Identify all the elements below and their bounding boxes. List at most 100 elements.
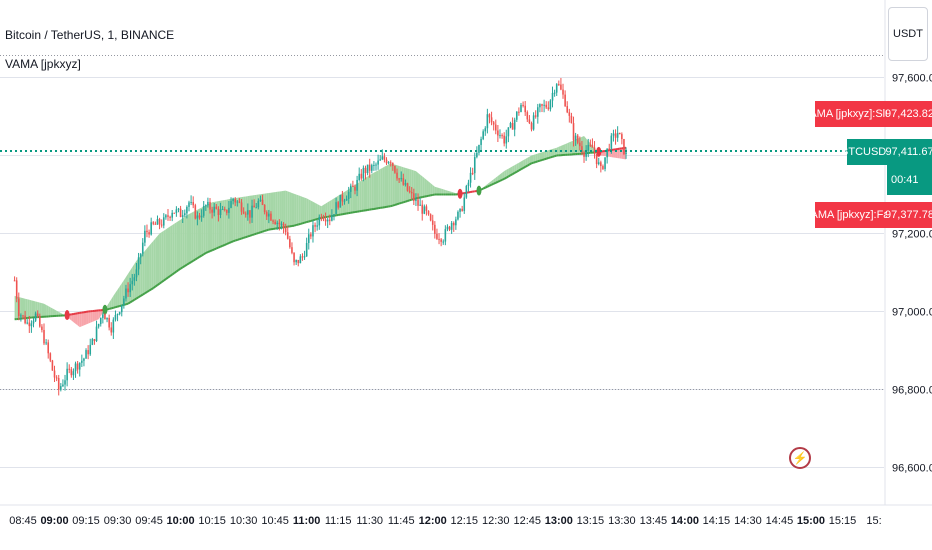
candle-body [387, 162, 390, 164]
candle-body [518, 111, 520, 113]
candle-body [133, 277, 136, 281]
candle-body [385, 159, 388, 164]
candle-body [545, 104, 548, 108]
candle-body [85, 350, 87, 359]
candle-body [17, 298, 20, 317]
vama-cloud-segment [544, 150, 547, 160]
candle-body [362, 167, 365, 179]
lightning-icon[interactable]: ⚡ [789, 447, 811, 469]
vama-slow-line [409, 198, 413, 202]
candle-body [135, 269, 138, 278]
candle-body [501, 135, 503, 137]
last-price-tag: 97,411.67 [885, 139, 932, 165]
vama-slow-line [495, 180, 499, 184]
vama-cloud-segment [29, 299, 32, 318]
price-axis[interactable]: 96,600.00 96,800.00 97,000.00 97,200.00 97,4… [884, 0, 932, 505]
vama-cloud-segment [376, 170, 379, 209]
vama-slow-line [554, 154, 558, 158]
candle-body [205, 205, 207, 207]
vama-slow-line [253, 232, 257, 236]
candle-body [228, 207, 230, 213]
candle-body [484, 128, 487, 132]
time-tick-label: 11:30 [356, 515, 383, 527]
vama-cloud-segment [180, 218, 183, 269]
vama-cloud-segment [371, 172, 374, 210]
indicator-legend[interactable]: VAMA [jpkxyz] [5, 57, 81, 71]
vama-slow-line [403, 200, 406, 204]
vama-cloud-segment [231, 198, 234, 243]
vama-cloud-segment [327, 201, 330, 217]
vama-cloud-segment [144, 248, 147, 294]
candle-body [307, 234, 310, 244]
candle-body [497, 130, 499, 136]
vama-cloud-segment [617, 148, 620, 159]
vama-cloud-segment [516, 162, 519, 172]
time-axis[interactable]: 08:45 09:00 09:15 09:30 09:45 10:00 10:15 10:30… [0, 504, 932, 527]
candle-body [587, 144, 590, 151]
vama-cloud-segment [130, 267, 133, 303]
candle-body [604, 157, 606, 169]
candle-body [123, 298, 125, 305]
candle-body [129, 284, 131, 293]
vama-cloud-segment [304, 197, 307, 223]
candle-body [158, 219, 161, 225]
candle-body [51, 360, 54, 371]
candle-body [358, 173, 360, 180]
candle-body [91, 339, 94, 345]
vama-cloud-segment [96, 310, 99, 321]
vama-slow-line [503, 176, 507, 180]
vama-cloud-segment [277, 191, 280, 229]
candle-body [396, 172, 398, 179]
candle-body [108, 317, 110, 328]
candle-body [375, 164, 377, 166]
candle-body [515, 111, 518, 120]
candle-body [301, 256, 304, 258]
vama-cloud-segment [71, 313, 74, 323]
vama-slow-line [531, 161, 534, 165]
candle-body [15, 280, 18, 299]
vama-cloud-segment [289, 192, 292, 227]
candle-body [379, 159, 382, 161]
vama-slow-line [115, 305, 118, 309]
vama-cloud-segment [352, 184, 355, 213]
candle-body [446, 226, 449, 230]
time-tick-label: 13:15 [577, 515, 605, 527]
vama-cloud-segment [602, 150, 606, 157]
vama-cloud-segment [86, 311, 89, 325]
candle-body [616, 132, 619, 138]
vama-cloud-segment [308, 199, 311, 222]
vama-cloud-segment [193, 210, 196, 261]
vama-cloud [14, 136, 627, 328]
candle-body [585, 150, 587, 157]
candle-body [543, 104, 545, 106]
vama-cloud-segment [14, 295, 17, 320]
vama-cloud-segment [132, 264, 135, 302]
candle-body [568, 112, 571, 116]
vama-cloud-segment [552, 148, 555, 157]
vama-cloud-segment [523, 159, 526, 169]
chart-title[interactable]: Bitcoin / TetherUS, 1, BINANCE [5, 28, 175, 42]
candle-body [177, 208, 180, 210]
vama-slow-line [203, 252, 207, 256]
vama-slow-line [218, 245, 221, 249]
candle-body [183, 213, 186, 216]
candle-body [127, 288, 129, 293]
vama-cloud-segment [367, 175, 370, 210]
price-tick-label: 97,600.00 [892, 73, 932, 85]
candle-body [156, 219, 159, 225]
time-tick-label: 09:00 [40, 515, 68, 527]
vama-slow-line [518, 168, 522, 172]
candle-body [505, 136, 508, 144]
candle-body [560, 84, 562, 90]
vama-slow-line [192, 258, 196, 262]
candle-body [541, 104, 543, 106]
currency-button[interactable]: USDT [888, 7, 928, 61]
vama-cloud-segment [222, 199, 225, 246]
vama-slow-line [241, 236, 244, 240]
candle-body [558, 84, 560, 86]
vama-slow-value-tag: 97,423.82 [885, 101, 932, 127]
candle-body [618, 132, 621, 135]
candle-body [30, 323, 33, 327]
vama-cloud-segment [497, 174, 500, 182]
